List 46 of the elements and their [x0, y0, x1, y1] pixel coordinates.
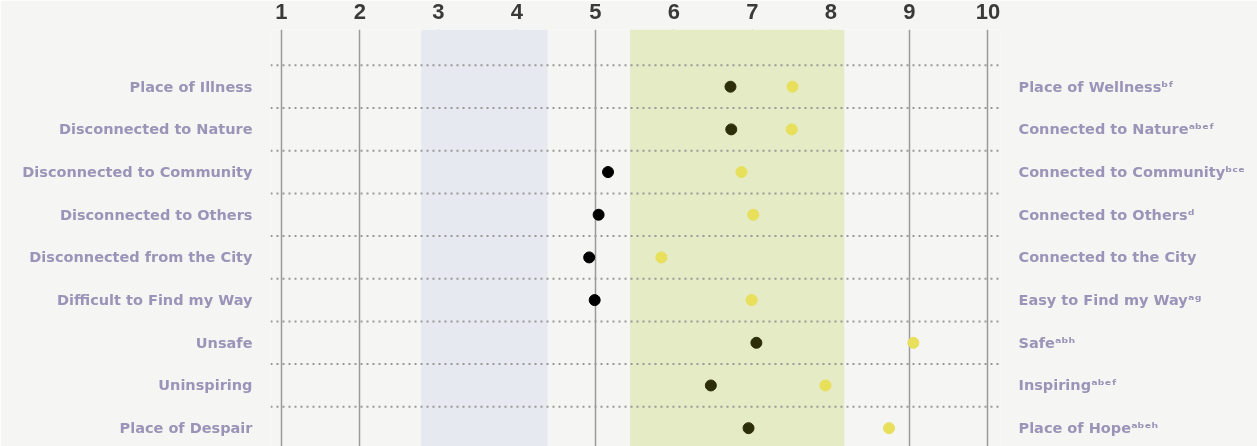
y-tick-label: Disconnected to Others — [59, 206, 253, 223]
y2-tick-label: Connected to Othersᵈ — [1018, 206, 1195, 223]
x-tick-label: 9 — [903, 0, 916, 24]
x-tick-label: 3 — [432, 0, 445, 24]
y2-tick-label: Easy to Find my Wayᵃᵍ — [1018, 292, 1202, 309]
point — [583, 251, 596, 264]
point — [819, 379, 832, 392]
y-tick-label: Disconnected from the City — [29, 249, 254, 266]
point — [725, 123, 738, 136]
point — [883, 422, 896, 435]
y-tick-label: Uninspiring — [158, 377, 253, 394]
y-tick-label: Difficult to Find my Way — [57, 292, 254, 309]
point — [786, 80, 799, 93]
x-tick-label: 1 — [275, 0, 288, 24]
x-tick-label: 8 — [824, 0, 838, 24]
y2-tick-label: Connected to the City — [1018, 249, 1197, 266]
y-tick-label: Disconnected to Nature — [58, 121, 253, 138]
point — [735, 166, 748, 179]
point — [588, 294, 601, 307]
point — [724, 80, 737, 93]
point — [750, 336, 763, 349]
x-tick-label: 10 — [975, 0, 1001, 24]
point — [785, 123, 798, 136]
point — [602, 166, 615, 179]
y-tick-label: Place of Illness — [129, 78, 253, 95]
y-tick-label: Place of Despair — [119, 420, 254, 437]
point — [745, 294, 758, 307]
point — [592, 208, 605, 221]
y2-tick-label: Safeᵃᵇʰ — [1018, 334, 1076, 351]
point — [747, 208, 760, 221]
y2-tick-label: Connected to Communityᵇᶜᵉ — [1018, 164, 1246, 181]
y-tick-label: Unsafe — [195, 334, 253, 351]
y2-tick-label: Place of Hopeᵃᵇᵉʰ — [1018, 420, 1159, 437]
point — [907, 336, 920, 349]
y2-tick-label: Connected to Natureᵃᵇᵉᶠ — [1018, 121, 1215, 138]
x-tick-label: 2 — [353, 0, 367, 24]
x-tick-label: 6 — [667, 0, 681, 24]
y-tick-label: Disconnected to Community — [22, 164, 254, 181]
y2-tick-label: Place of Wellnessᵇᶠ — [1018, 78, 1174, 95]
y2-tick-label: Inspiringᵃᵇᵉᶠ — [1018, 377, 1118, 394]
point — [742, 422, 755, 435]
point — [704, 379, 717, 392]
x-tick-label: 7 — [746, 0, 759, 24]
point — [655, 251, 668, 264]
x-tick-label: 4 — [510, 0, 524, 24]
x-tick-label: 5 — [589, 0, 602, 24]
